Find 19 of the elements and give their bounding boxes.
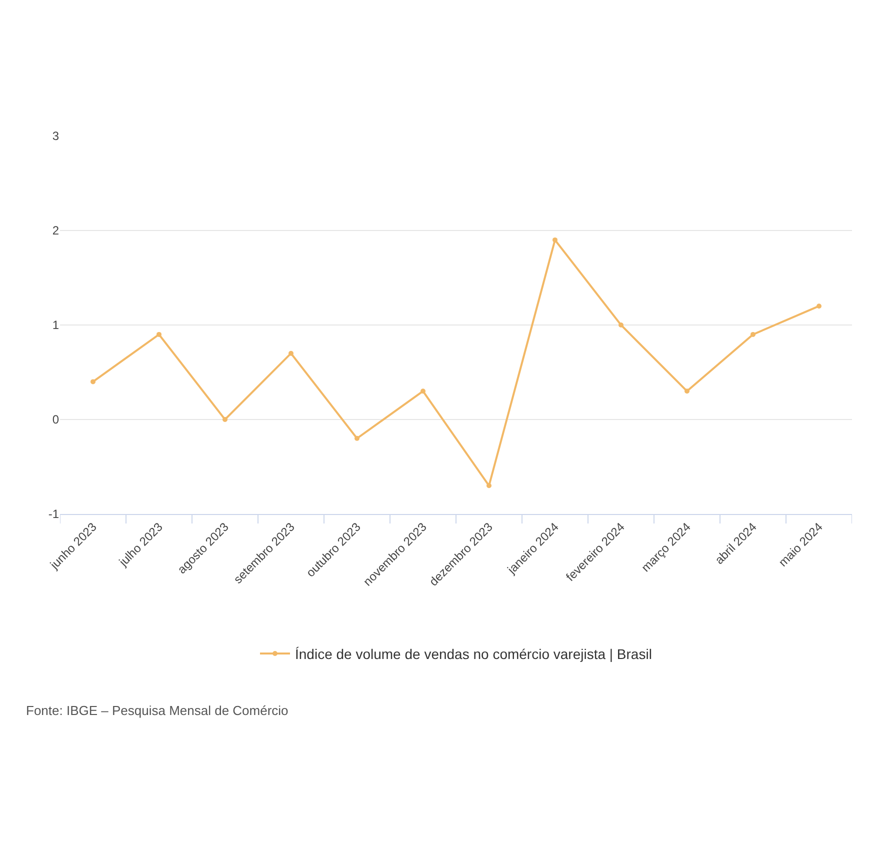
point: [486, 483, 492, 488]
point: [90, 379, 96, 384]
point: [288, 350, 294, 356]
point: [618, 322, 624, 328]
point: [420, 388, 426, 394]
point: [552, 237, 558, 242]
y-tick-label: 3: [52, 129, 60, 144]
y-tick-label: 0: [52, 412, 60, 427]
point: [222, 417, 228, 422]
y-tick-label: -1: [48, 507, 60, 522]
legend-label: Índice de volume de vendas no comércio varejista | Brasil: [295, 646, 652, 662]
point: [816, 304, 822, 309]
point: [750, 332, 756, 337]
y-tick-label: 2: [52, 224, 60, 238]
y-tick-label: 1: [52, 318, 60, 332]
point: [354, 436, 360, 441]
point: [684, 388, 690, 394]
point: [156, 332, 162, 337]
source-note: Fonte: IBGE – Pesquisa Mensal de Comércio: [26, 703, 288, 718]
